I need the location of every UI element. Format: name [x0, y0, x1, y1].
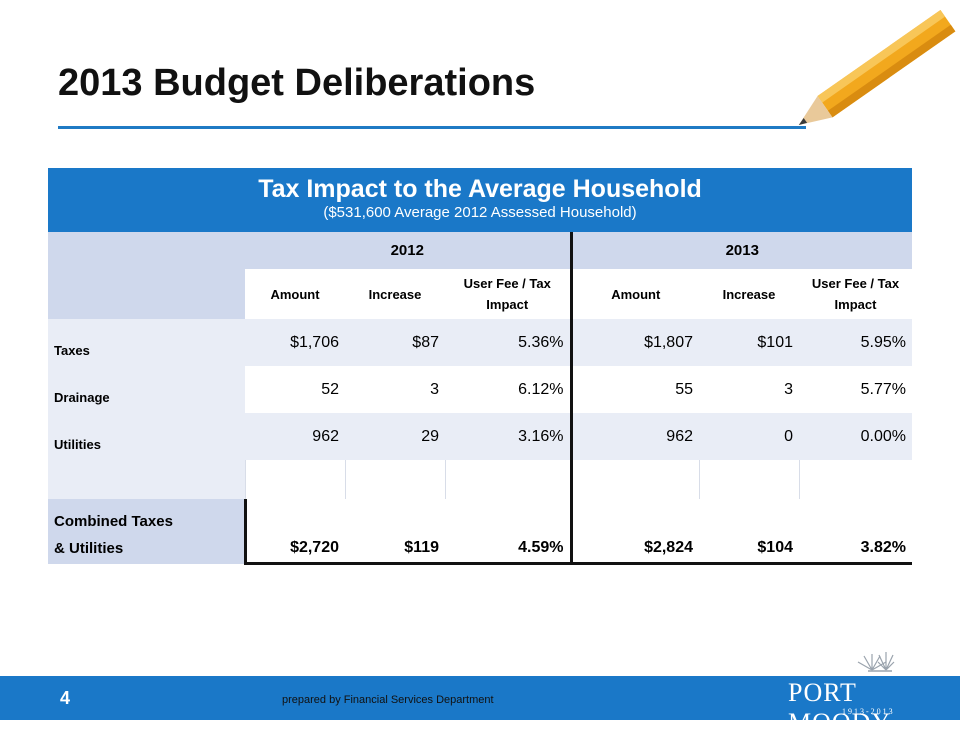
- column-header: Increase: [345, 269, 445, 319]
- table-cell: 3: [345, 366, 445, 413]
- table-cell: 962: [569, 413, 699, 460]
- table-cell: 6.12%: [445, 366, 571, 413]
- row-label: Taxes: [48, 319, 245, 366]
- table-cell: [244, 460, 345, 499]
- year-2013-header: 2013: [569, 232, 912, 269]
- page-number: 4: [60, 688, 71, 708]
- table-cell: 5.95%: [799, 319, 912, 366]
- table-cell: 3.16%: [445, 413, 571, 460]
- table-title: Tax Impact to the Average Household: [258, 175, 702, 203]
- table-cell: 5.77%: [799, 366, 912, 413]
- row-label: [48, 460, 245, 499]
- table-cell: [344, 460, 445, 499]
- title-underline: [58, 126, 806, 129]
- table-cell: [444, 460, 571, 499]
- corner-cell: [48, 232, 245, 269]
- table-header: Tax Impact to the Average Household ($53…: [48, 168, 912, 232]
- table-subtitle: ($531,600 Average 2012 Assessed Househol…: [323, 204, 637, 221]
- total-cell: 4.59%: [445, 499, 571, 565]
- slide-title: 2013 Budget Deliberations: [58, 62, 536, 104]
- pencil-icon: [798, 10, 956, 126]
- table-cell: 3: [699, 366, 799, 413]
- table-cell: 962: [245, 413, 345, 460]
- table-cell: 0: [699, 413, 799, 460]
- column-header: User Fee / Tax Impact: [445, 269, 571, 319]
- total-cell: 3.82%: [799, 499, 912, 565]
- corner-cell: [48, 269, 245, 319]
- total-label-line2: & Utilities: [54, 539, 124, 557]
- year-2012-header: 2012: [245, 232, 571, 269]
- total-cell: $2,720: [243, 499, 345, 565]
- total-cell: $104: [699, 499, 799, 565]
- data-grid: 2012 2013 Amount Increase User Fee / Tax…: [48, 232, 912, 565]
- column-header-row: Amount Increase User Fee / Tax Impact Am…: [48, 269, 912, 319]
- total-cell: $2,824: [569, 499, 699, 565]
- table-cell: [798, 460, 912, 499]
- row-label: Drainage: [48, 366, 245, 413]
- total-label-line1: Combined Taxes: [54, 512, 173, 530]
- column-header: Amount: [245, 269, 345, 319]
- prepared-by-note: prepared by Financial Services Departmen…: [282, 694, 494, 706]
- table-cell: 0.00%: [799, 413, 912, 460]
- table-cell: $1,706: [245, 319, 345, 366]
- column-header: Increase: [699, 269, 799, 319]
- column-header: Amount: [569, 269, 699, 319]
- table-cell: 55: [569, 366, 699, 413]
- table-row: Utilities 962 29 3.16% 962 0 0.00%: [48, 413, 912, 460]
- table-cell: $1,807: [569, 319, 699, 366]
- total-cell: $119: [345, 499, 445, 565]
- table-cell: $87: [345, 319, 445, 366]
- table-cell: 5.36%: [445, 319, 571, 366]
- year-header-row: 2012 2013: [48, 232, 912, 269]
- row-label: Utilities: [48, 413, 245, 460]
- table-row: Taxes $1,706 $87 5.36% $1,807 $101 5.95%: [48, 319, 912, 366]
- column-header: User Fee / Tax Impact: [799, 269, 912, 319]
- table-row: Drainage 52 3 6.12% 55 3 5.77%: [48, 366, 912, 413]
- table-cell: [569, 460, 699, 499]
- table-cell: $101: [699, 319, 799, 366]
- total-label: Combined Taxes & Utilities: [48, 499, 245, 564]
- table-cell: 52: [245, 366, 345, 413]
- table-cell: [698, 460, 799, 499]
- blank-row: [48, 460, 912, 499]
- table-cell: 29: [345, 413, 445, 460]
- footer-bar: 4 prepared by Financial Services Departm…: [0, 676, 960, 720]
- tax-impact-table: Tax Impact to the Average Household ($53…: [48, 168, 912, 565]
- total-row: Combined Taxes & Utilities $2,720 $119 4.…: [48, 499, 912, 565]
- port-moody-logo-icon: [857, 652, 895, 672]
- logo-years: 1913-2013: [842, 707, 895, 716]
